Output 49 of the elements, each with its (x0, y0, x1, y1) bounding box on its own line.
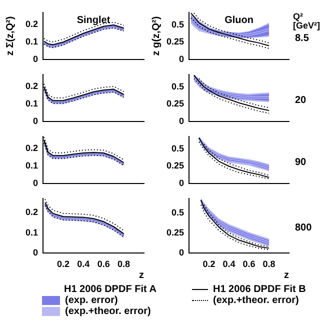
y-tick-label: 0 (32, 247, 38, 258)
text: [GeV²] (293, 20, 320, 30)
y-tick-label: 0.5 (171, 19, 184, 30)
y-tick-label: 0.2 (25, 207, 38, 218)
x-axis-title: z (139, 270, 144, 281)
y-axis-title: z g(z,Q²) (150, 16, 162, 56)
x-axis-title: z (284, 270, 289, 281)
y-tick-label: 0.1 (25, 36, 38, 47)
chart-title: Gluon (224, 15, 254, 26)
y-tick-label: 0.5 (171, 143, 184, 154)
y-tick-label: 0.1 (25, 98, 38, 109)
x-tick-label: 0.2 (202, 258, 216, 269)
text: 90 (295, 156, 307, 168)
legend-label: (exp.+theor. error) (65, 306, 151, 317)
y-tick-label: 0.1 (25, 160, 38, 171)
text: 20 (295, 94, 307, 106)
legend-label: (exp. error) (65, 295, 118, 306)
y-tick-label: 0 (32, 54, 38, 64)
text: Q² (293, 11, 303, 22)
y-tick-label: 0.2 (25, 81, 38, 92)
y-tick-label: 0 (32, 116, 38, 126)
y-axis-title: z Σ(z,Q²) (4, 16, 16, 56)
y-tick-label: 0.25 (166, 227, 184, 238)
chart-title: Singlet (76, 15, 111, 26)
y-tick-label: 0.5 (171, 207, 184, 218)
y-tick-label: 0.2 (25, 19, 38, 30)
x-tick-label: 0.8 (118, 258, 130, 269)
x-tick-label: 0.4 (77, 258, 90, 269)
y-tick-label: 0 (178, 247, 184, 258)
y-tick-label: 0.1 (25, 227, 38, 238)
y-tick-label: 0.25 (166, 160, 184, 171)
y-tick-label: 0 (178, 54, 184, 64)
y-tick-label: 0.25 (166, 98, 184, 109)
legend-label: (exp.+theor. error) (213, 295, 299, 306)
x-tick-label: 0.6 (97, 258, 110, 269)
x-tick-label: 0.4 (222, 258, 236, 269)
x-tick-label: 0.6 (242, 258, 256, 269)
legend-title: H1 2006 DPDF Fit A (64, 284, 158, 295)
y-tick-label: 0 (32, 178, 38, 188)
x-tick-label: 0.8 (262, 258, 276, 269)
text: 800 (295, 222, 312, 234)
legend-label: H1 2006 DPDF Fit B (213, 284, 306, 295)
x-tick-label: 0.2 (56, 258, 70, 269)
y-tick-label: 0 (178, 116, 184, 126)
text: 8.5 (295, 32, 310, 44)
y-tick-label: 0 (178, 178, 184, 188)
y-tick-label: 0.5 (171, 81, 184, 92)
y-tick-label: 0.25 (166, 36, 184, 47)
y-tick-label: 0.2 (25, 143, 38, 154)
